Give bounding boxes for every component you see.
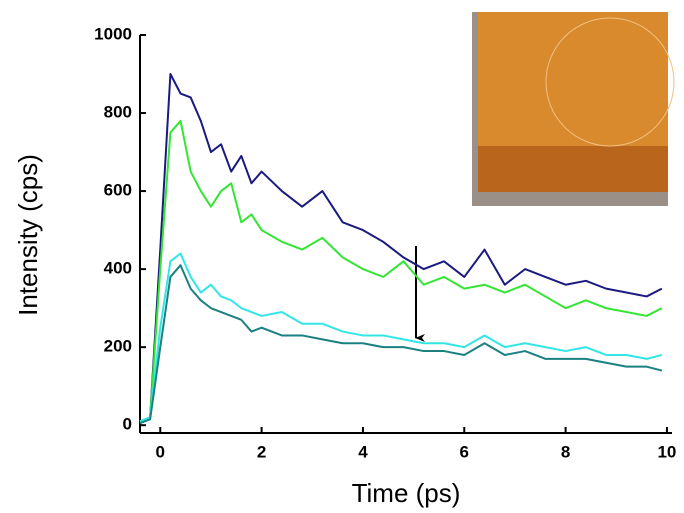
y-tick-label: 1000: [94, 24, 132, 43]
x-tick-label: 10: [657, 442, 676, 461]
x-tick-label: 0: [156, 442, 165, 461]
y-tick-label: 400: [104, 259, 132, 278]
y-tick-label: 0: [123, 415, 132, 434]
x-tick-label: 2: [257, 442, 266, 461]
series-line: [139, 252, 663, 423]
y-tick-label: 200: [104, 337, 132, 356]
x-tick-label: 8: [561, 442, 570, 461]
y-tick-label: 800: [104, 103, 132, 122]
y-tick-label: 600: [104, 181, 132, 200]
series-line: [139, 73, 663, 423]
series-line: [139, 264, 663, 425]
x-axis-title: Time (ps): [352, 478, 461, 508]
series-line: [139, 119, 663, 423]
x-tick-label: 6: [460, 442, 469, 461]
inset-photo: [472, 12, 675, 206]
y-axis-title: Intensity (cps): [13, 154, 43, 316]
x-tick-label: 4: [358, 442, 368, 461]
